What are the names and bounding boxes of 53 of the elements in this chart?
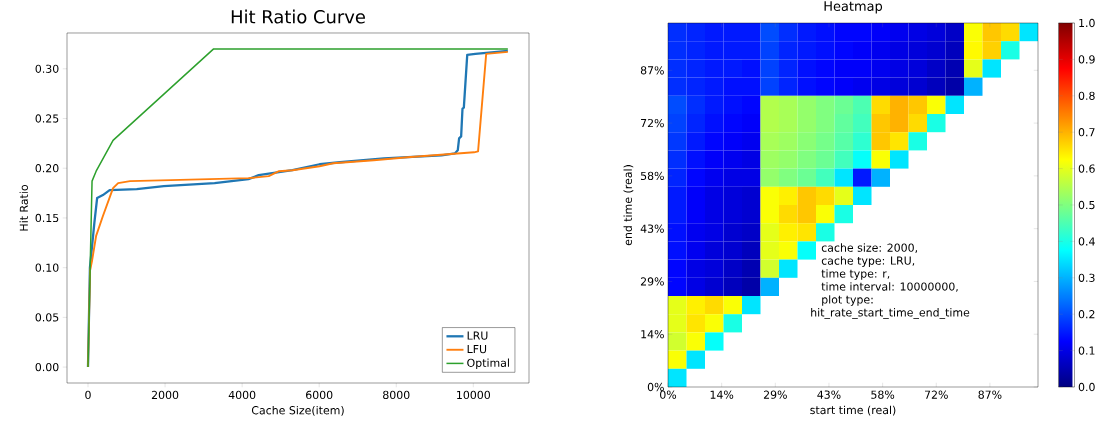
x-tick-label: 10000: [457, 390, 491, 400]
x-tick-label: 29%: [763, 390, 787, 399]
color-bar-label: 0.3: [1078, 273, 1095, 282]
y-tick-label: 0%: [647, 382, 664, 392]
y-tick-label: 0.10: [35, 263, 59, 272]
chart-title: Heatmap: [824, 1, 883, 14]
y-tick-label: 43%: [640, 224, 664, 233]
y-tick-label: 0.25: [35, 114, 59, 123]
color-bar-label: 0.9: [1078, 55, 1095, 64]
x-axis-title: Cache Size(item): [251, 405, 344, 416]
y-tick-label: 0.05: [35, 313, 59, 322]
y-tick-label: 29%: [640, 277, 664, 286]
annotation: time type: r,: [821, 269, 890, 280]
x-tick-label: 14%: [710, 390, 734, 399]
x-tick-label: 0: [85, 390, 91, 400]
chart-title: Hit Ratio Curve: [231, 9, 365, 24]
x-tick-label: 72%: [924, 390, 948, 399]
x-tick-label: 2000: [151, 390, 179, 400]
y-tick-label: 0.00: [35, 362, 59, 372]
y-tick-label: 58%: [640, 171, 664, 181]
legend-label: Optimal: [467, 358, 509, 370]
y-tick-label: 0.15: [35, 213, 59, 223]
annotation: cache type: LRU,: [821, 256, 915, 267]
color-bar-label: 0.8: [1078, 91, 1095, 100]
annotation: plot type:: [822, 295, 873, 306]
y-axis-title: Hit Ratio: [19, 184, 28, 231]
color-bar-label: 0.6: [1078, 164, 1095, 173]
color-bar-label: 0.0: [1078, 382, 1095, 392]
y-tick-label: 14%: [641, 330, 664, 339]
y-tick-label: 0.30: [35, 64, 59, 73]
y-axis-title: end time (real): [623, 165, 634, 246]
color-bar-label: 0.7: [1078, 128, 1095, 137]
x-tick-label: 8000: [383, 390, 410, 400]
x-tick-label: 43%: [817, 390, 841, 399]
x-tick-label: 4000: [228, 390, 256, 400]
color-bar-label: 0.4: [1078, 237, 1095, 246]
color-bar-label: 0.2: [1078, 310, 1095, 319]
annotation: hit_rate_start_time_end_time: [811, 308, 970, 319]
x-tick-label: 58%: [871, 390, 895, 399]
color-bar-label: 0.5: [1078, 200, 1095, 210]
legend-label: LFU: [467, 345, 487, 354]
color-bar-label: 1.0: [1079, 18, 1095, 28]
y-tick-label: 0.20: [35, 164, 59, 173]
legend-label: LRU: [467, 331, 488, 340]
annotation: cache size: 2000,: [821, 243, 918, 253]
x-tick-label: 87%: [978, 390, 1002, 399]
annotation: time interval: 10000000,: [821, 282, 958, 292]
x-tick-label: 0%: [660, 390, 677, 399]
y-tick-label: 87%: [640, 66, 664, 75]
x-axis-title: start time (real): [810, 405, 896, 416]
y-tick-label: 72%: [641, 118, 664, 128]
color-bar-label: 0.1: [1078, 346, 1095, 355]
x-tick-label: 6000: [306, 390, 333, 400]
